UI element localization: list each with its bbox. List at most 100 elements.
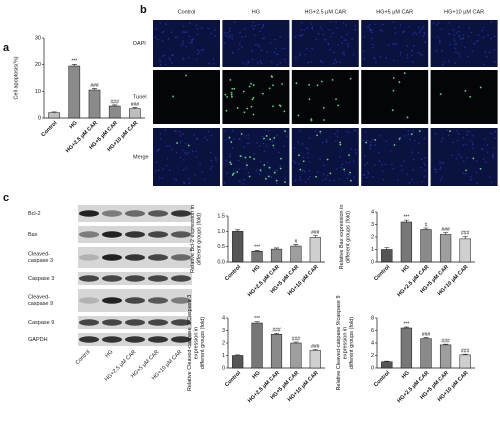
micrograph	[153, 70, 220, 124]
nucleus	[458, 36, 461, 38]
nucleus	[374, 144, 377, 146]
nucleus	[159, 22, 161, 24]
nucleus	[414, 31, 416, 34]
significance: #	[295, 239, 298, 245]
nucleus	[442, 162, 445, 164]
nucleus	[191, 150, 194, 153]
nucleus	[201, 48, 203, 51]
nucleus	[270, 176, 273, 178]
nucleus	[476, 182, 479, 185]
nucleus	[182, 169, 185, 171]
micrograph	[222, 128, 290, 186]
nucleus	[407, 130, 410, 132]
nucleus	[271, 140, 274, 143]
tunel-dot	[172, 95, 174, 98]
nucleus	[488, 51, 491, 53]
tunel-dot	[315, 175, 318, 178]
y-tick-label: 1.5	[217, 213, 225, 219]
nucleus	[320, 132, 322, 135]
y-tick-label: 1	[371, 247, 374, 253]
nucleus	[319, 158, 321, 161]
nucleus	[238, 180, 241, 183]
nucleus	[319, 26, 322, 28]
nucleus	[458, 52, 460, 55]
nucleus	[229, 153, 231, 155]
nucleus	[339, 155, 341, 158]
tunel-dot	[252, 84, 255, 86]
significance: #	[425, 222, 428, 228]
blot-label: caspase 9	[28, 301, 53, 307]
nucleus	[364, 155, 366, 157]
tunel-dot	[272, 105, 274, 108]
error-bar	[403, 219, 409, 222]
nucleus	[238, 168, 241, 170]
bar	[439, 344, 452, 369]
nucleus	[456, 139, 459, 142]
nucleus	[299, 34, 301, 37]
nucleus	[435, 168, 438, 170]
nucleus	[392, 167, 395, 170]
y-axis-label: different groups (fold)	[346, 211, 352, 263]
nucleus	[460, 156, 462, 159]
nucleus	[301, 33, 304, 36]
error-bar	[403, 326, 409, 328]
nucleus	[439, 168, 442, 171]
nucleus	[448, 22, 450, 24]
nucleus	[241, 46, 243, 48]
nucleus	[169, 59, 171, 61]
y-tick-label: 4	[371, 209, 374, 215]
nucleus	[407, 133, 410, 136]
tunel-dot	[310, 118, 313, 121]
blot-band	[171, 297, 191, 304]
nucleus	[443, 61, 446, 63]
tunel-dot	[248, 175, 251, 178]
blot-band	[102, 275, 122, 282]
nucleus	[203, 178, 206, 181]
x-tick-label: HG	[401, 370, 411, 380]
nucleus	[484, 50, 486, 53]
nucleus	[406, 56, 409, 59]
nucleus	[490, 181, 493, 184]
nucleus	[322, 61, 325, 64]
x-tick-label: HG	[251, 264, 261, 274]
nucleus	[307, 156, 310, 159]
nucleus	[247, 134, 250, 136]
nucleus	[256, 142, 258, 144]
nucleus	[397, 179, 399, 182]
tunel-dot	[224, 93, 227, 96]
y-axis-label: expression in	[193, 327, 199, 359]
nucleus	[467, 35, 470, 38]
nucleus	[418, 31, 421, 34]
bar	[309, 237, 321, 263]
nucleus	[182, 159, 185, 161]
nucleus	[311, 26, 314, 29]
bar	[420, 229, 432, 263]
nucleus	[337, 44, 339, 46]
significance: ###	[311, 230, 320, 236]
nucleus	[462, 37, 465, 40]
nucleus	[225, 159, 228, 162]
nucleus	[188, 56, 190, 59]
nucleus	[155, 27, 158, 30]
nucleus	[185, 153, 188, 155]
nucleus	[275, 53, 278, 55]
tunel-dot	[263, 164, 266, 166]
nucleus	[468, 26, 470, 29]
nucleus	[353, 176, 355, 179]
nucleus	[485, 55, 488, 58]
nucleus	[460, 38, 462, 40]
column-header: HG+5 μM CAR	[376, 9, 413, 15]
nucleus	[168, 56, 171, 59]
column-header: HG	[252, 9, 260, 15]
nucleus	[309, 175, 311, 178]
y-axis-label: Relative Cleaved-caspase 9/caspase 9	[336, 295, 342, 390]
nucleus	[181, 149, 184, 152]
nucleus	[345, 24, 347, 26]
tunel-dot	[268, 166, 271, 169]
nucleus	[164, 129, 167, 131]
tunel-dot	[249, 156, 251, 158]
nucleus	[284, 58, 286, 61]
nucleus	[314, 130, 317, 132]
error-bar	[132, 107, 138, 109]
